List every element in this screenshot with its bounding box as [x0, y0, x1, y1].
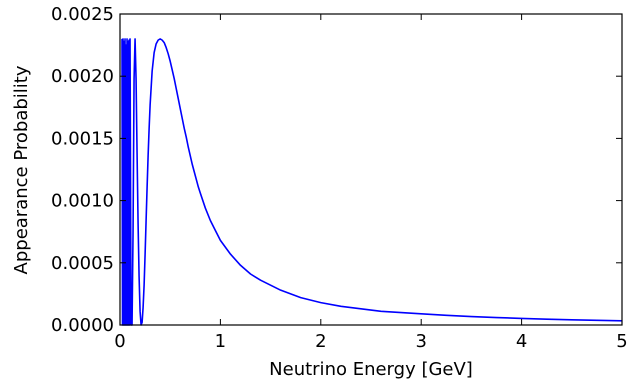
x-axis-ticks: 0 1 2 3 4 5 — [114, 14, 628, 352]
x-tick-label: 2 — [315, 331, 326, 352]
y-tick-label: 0.0000 — [51, 315, 114, 336]
y-tick-label: 0.0020 — [51, 66, 114, 87]
x-tick-label: 4 — [516, 331, 527, 352]
x-tick-label: 0 — [114, 331, 125, 352]
plot-area — [120, 14, 622, 325]
y-axis-label: Appearance Probability — [11, 65, 32, 274]
x-tick-label: 3 — [415, 331, 426, 352]
x-tick-label: 5 — [616, 331, 627, 352]
x-axis-label: Neutrino Energy [GeV] — [269, 359, 473, 380]
y-tick-label: 0.0015 — [51, 128, 114, 149]
y-tick-label: 0.0010 — [51, 191, 114, 212]
y-tick-label: 0.0005 — [51, 253, 114, 274]
plot-background — [120, 14, 622, 325]
y-axis-ticks: 0.0000 0.0005 0.0010 0.0015 0.0020 0.0025 — [51, 4, 622, 336]
series-layer — [121, 38, 623, 326]
y-tick-label: 0.0025 — [51, 4, 114, 25]
series-line-0 — [121, 38, 623, 326]
x-tick-label: 1 — [215, 331, 226, 352]
plot-frame — [119, 13, 623, 326]
